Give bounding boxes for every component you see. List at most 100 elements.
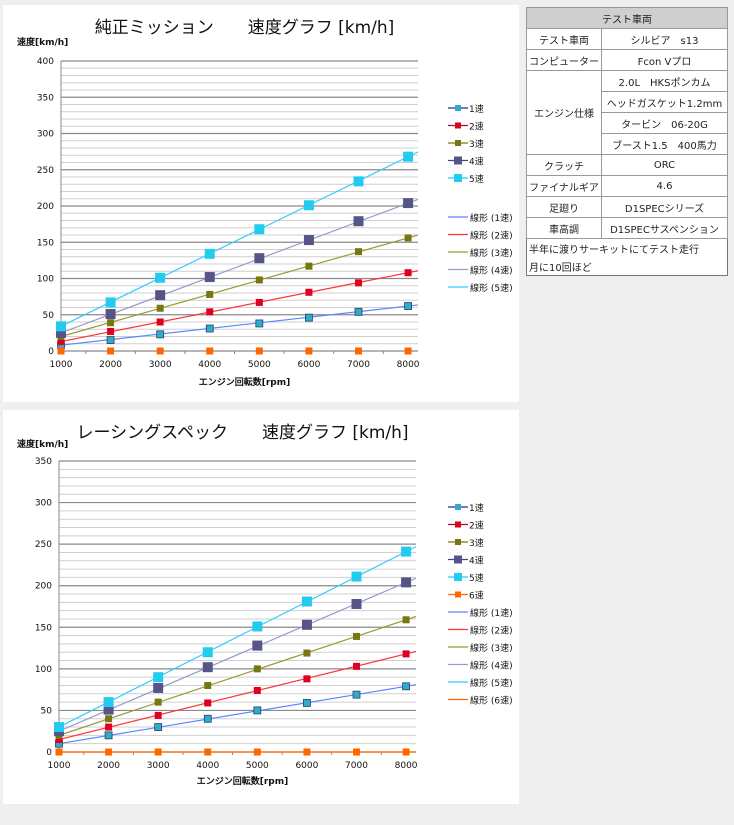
- legend-label: 1速: [469, 503, 484, 514]
- data-point: [305, 347, 313, 355]
- row-value: ORC: [601, 154, 728, 176]
- legend-trend-label: 線形 (1速): [470, 607, 513, 619]
- trendline: [58, 615, 417, 736]
- data-point: [404, 302, 412, 310]
- data-point: [153, 682, 164, 693]
- data-point: [253, 665, 261, 673]
- data-point: [105, 297, 116, 308]
- y-axis-label: 速度[km/h]: [17, 36, 68, 48]
- legend-trend-label: 線形 (4速): [470, 660, 513, 672]
- data-point: [403, 198, 414, 209]
- data-point: [253, 748, 261, 756]
- row-key: コンピューター: [526, 49, 602, 71]
- table-row: 車高調 D1SPECサスペンション: [526, 217, 728, 239]
- data-point: [402, 748, 410, 756]
- data-point: [352, 690, 361, 699]
- data-point: [353, 216, 364, 227]
- data-point: [403, 151, 414, 162]
- data-point: [107, 327, 115, 335]
- x-tick-label: 6000: [295, 761, 318, 771]
- legend-label: 1速: [469, 104, 484, 115]
- legend-marker: [455, 521, 461, 528]
- legend-label: 4速: [469, 157, 484, 168]
- x-tick-label: 3000: [147, 761, 170, 771]
- row-value: タービン 06-20G: [601, 112, 728, 134]
- legend-marker: [455, 140, 461, 146]
- y-axis-label: 速度[km/h]: [17, 438, 68, 450]
- y-tick-label: 350: [37, 93, 54, 103]
- legend-trend-label: 線形 (6速): [470, 695, 513, 707]
- x-tick-label: 7000: [345, 761, 368, 771]
- row-value: 4.6: [601, 175, 728, 197]
- y-tick-label: 0: [46, 748, 52, 758]
- data-point: [107, 347, 115, 355]
- data-point: [351, 599, 362, 610]
- data-point: [404, 269, 412, 277]
- data-point: [355, 347, 362, 355]
- x-tick-label: 5000: [248, 360, 271, 370]
- data-point: [402, 616, 410, 624]
- data-point: [404, 347, 412, 355]
- data-point: [55, 748, 63, 756]
- data-point: [154, 748, 162, 756]
- data-point: [303, 235, 314, 246]
- data-point: [252, 640, 263, 651]
- y-tick-label: 200: [35, 582, 52, 592]
- legend-trend-label: 線形 (2速): [470, 230, 513, 242]
- legend-label: 3速: [469, 139, 484, 150]
- legend-label: 2速: [469, 521, 484, 532]
- data-point: [255, 347, 263, 355]
- data-point: [305, 288, 313, 296]
- data-point: [206, 347, 214, 355]
- y-tick-label: 350: [35, 457, 52, 467]
- data-point: [57, 338, 65, 346]
- data-point: [353, 176, 364, 187]
- data-point: [305, 313, 313, 322]
- data-point: [204, 681, 212, 689]
- x-tick-label: 5000: [246, 761, 269, 771]
- data-point: [303, 699, 311, 707]
- data-point: [303, 200, 314, 211]
- data-point: [103, 704, 114, 715]
- y-tick-label: 250: [35, 540, 52, 550]
- legend-trend-label: 線形 (5速): [470, 282, 513, 294]
- data-point: [107, 319, 115, 327]
- data-point: [204, 699, 212, 707]
- x-tick-label: 8000: [395, 761, 418, 771]
- legend-marker: [455, 504, 461, 510]
- x-tick-label: 6000: [297, 360, 320, 370]
- row-key: テスト車両: [526, 28, 602, 50]
- data-point: [105, 309, 116, 320]
- table-row: ファイナルギア 4.6: [526, 175, 728, 197]
- data-point: [255, 319, 264, 328]
- data-point: [255, 298, 263, 306]
- legend-label: 5速: [469, 174, 484, 185]
- legend-marker: [454, 555, 462, 564]
- x-axis-label: エンジン回転数[rpm]: [197, 775, 289, 787]
- legend-trend-label: 線形 (5速): [470, 677, 513, 689]
- row-value: D1SPECシリーズ: [601, 196, 728, 218]
- chart-svg: 純正ミッション 速度グラフ [km/h] 速度[km/h] エンジン回転数[rpm]…: [17, 18, 513, 388]
- trendline: [58, 650, 417, 741]
- data-point: [202, 647, 213, 658]
- data-point: [156, 330, 165, 339]
- data-point: [104, 731, 113, 740]
- x-tick-label: 1000: [50, 360, 73, 370]
- data-point: [354, 307, 363, 316]
- y-tick-label: 200: [37, 202, 54, 212]
- x-tick-label: 7000: [347, 360, 370, 370]
- data-point: [303, 649, 311, 657]
- data-point: [203, 714, 212, 723]
- y-tick-label: 50: [43, 311, 55, 321]
- data-point: [254, 253, 265, 264]
- spec-table: テスト車両 テスト車両 シルビア s13 コンピューター Fcon Vプロ エンジン…: [526, 7, 728, 276]
- y-tick-label: 150: [35, 623, 52, 633]
- legend-trend-label: 線形 (3速): [470, 642, 513, 654]
- y-tick-label: 50: [41, 706, 53, 716]
- data-point: [351, 571, 362, 582]
- legend-trend-label: 線形 (4速): [470, 265, 513, 277]
- data-point: [206, 290, 214, 298]
- data-point: [253, 686, 261, 694]
- data-point: [54, 722, 64, 733]
- x-tick-label: 8000: [397, 360, 420, 370]
